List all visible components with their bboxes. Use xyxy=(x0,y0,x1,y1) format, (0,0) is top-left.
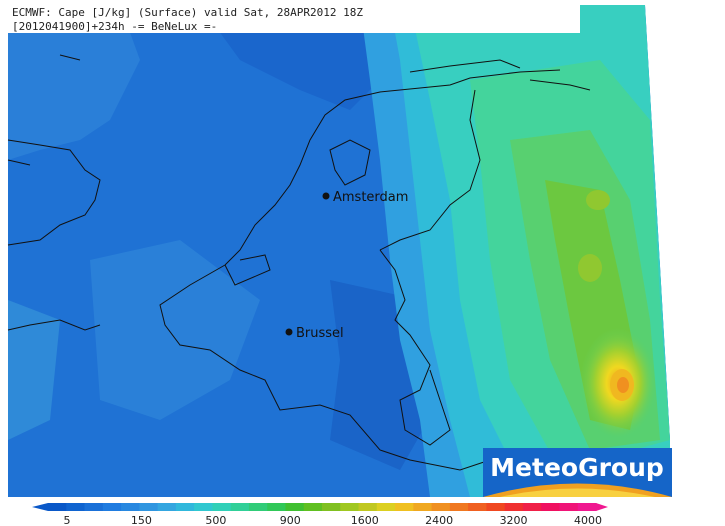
colorbar-label: 3200 xyxy=(500,514,528,526)
colorbar-segment xyxy=(248,503,268,511)
colorbar-segment xyxy=(522,503,542,511)
colorbar-segment xyxy=(48,503,67,511)
colorbar-segment xyxy=(212,503,232,511)
colorbar-segment xyxy=(449,503,469,511)
header-line: [2012041900]+234h -= BeNeLux =- xyxy=(12,20,217,33)
map-field xyxy=(8,5,670,497)
colorbar-label: 2400 xyxy=(425,514,453,526)
colorbar-segment xyxy=(84,503,104,511)
colorbar-segment xyxy=(504,503,524,511)
logo-text: MeteoGroup xyxy=(490,453,664,482)
colorbar-segment xyxy=(175,503,195,511)
colorbar-segment xyxy=(285,503,305,511)
colorbar-segment xyxy=(139,503,159,511)
coastlines xyxy=(7,54,591,471)
colorbar-arrow xyxy=(596,503,608,511)
city-label: Amsterdam xyxy=(333,190,408,205)
colorbar-segment xyxy=(322,503,341,511)
city-dot xyxy=(322,192,330,200)
header-box xyxy=(8,5,580,33)
city-dot xyxy=(285,328,293,336)
colorbar-segment xyxy=(486,503,506,511)
colorbar-label: 4000 xyxy=(574,514,602,526)
colorbar-segment xyxy=(340,503,360,511)
colorbar-label: 5 xyxy=(64,514,71,526)
colorbar-segment xyxy=(577,503,597,511)
colorbar-segment xyxy=(376,503,396,511)
colorbar-label: 500 xyxy=(205,514,226,526)
colorbar-segment xyxy=(121,503,140,511)
colorbar-label: 1600 xyxy=(351,514,379,526)
colorbar-segment xyxy=(559,503,579,511)
colorbar-segment xyxy=(468,503,487,511)
colorbar-segment xyxy=(66,503,86,511)
colorbar-segment xyxy=(431,503,451,511)
colorbar: 5 150 500 900 1600 2400 3200 4000 xyxy=(32,503,608,526)
header-line: ECMWF: Cape [J/kg] (Surface) valid Sat, … xyxy=(12,6,363,19)
colorbar-arrow xyxy=(32,503,48,511)
logo: MeteoGroup xyxy=(483,448,672,497)
colorbar-segment xyxy=(395,503,414,511)
colorbar-label: 900 xyxy=(280,514,301,526)
colorbar-segment xyxy=(413,503,433,511)
colorbar-label: 150 xyxy=(131,514,152,526)
colorbar-segment xyxy=(157,503,177,511)
colorbar-segment xyxy=(303,503,323,511)
colorbar-segment xyxy=(541,503,560,511)
city-label: Brussel xyxy=(296,326,344,341)
colorbar-segment xyxy=(194,503,213,511)
colorbar-segment xyxy=(358,503,378,511)
colorbar-segment xyxy=(102,503,122,511)
colorbar-segment xyxy=(230,503,250,511)
colorbar-segment xyxy=(267,503,286,511)
